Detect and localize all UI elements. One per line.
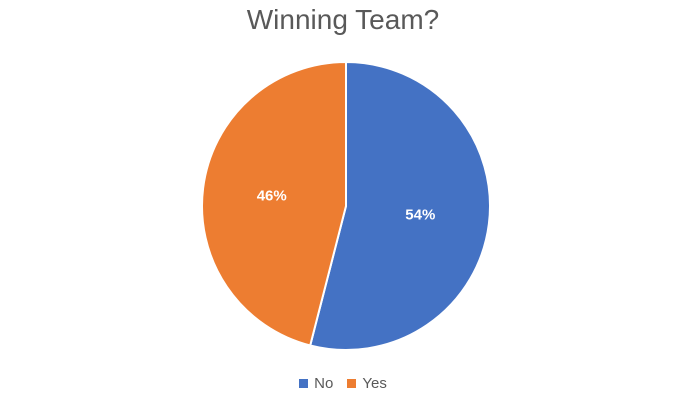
pie-slice-yes bbox=[201, 60, 347, 347]
data-label-yes: 46% bbox=[257, 188, 287, 205]
chart-title: Winning Team? bbox=[246, 4, 440, 35]
legend-swatch-no bbox=[299, 379, 309, 388]
legend-item-yes: Yes bbox=[347, 375, 387, 392]
pie-slice-no bbox=[308, 60, 491, 351]
legend: No Yes bbox=[0, 375, 686, 392]
legend-label-yes: Yes bbox=[362, 375, 387, 392]
legend-label-no: No bbox=[314, 375, 334, 392]
data-label-no: 54% bbox=[405, 206, 435, 223]
legend-item-no: No bbox=[299, 375, 333, 392]
legend-swatch-yes bbox=[347, 379, 357, 388]
